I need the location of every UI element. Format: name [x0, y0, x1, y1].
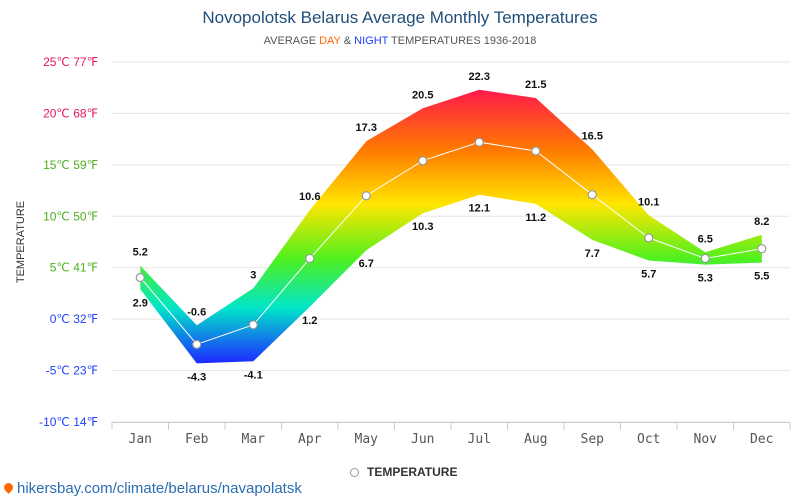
day-value-label: 3	[250, 269, 256, 281]
night-value-label: 5.5	[754, 271, 769, 283]
night-value-label: -4.3	[187, 371, 206, 383]
location-pin-icon	[2, 481, 15, 494]
subtitle-night: NIGHT	[354, 35, 389, 47]
night-value-label: 6.7	[359, 258, 374, 270]
day-value-label: 10.1	[638, 196, 659, 208]
day-value-label: 21.5	[525, 79, 546, 91]
x-tick-label: Apr	[298, 432, 322, 447]
chart-title: Novopolotsk Belarus Average Monthly Temp…	[202, 8, 598, 27]
day-value-label: 6.5	[698, 233, 713, 245]
y-tick-label: 5℃ 41℉	[50, 261, 98, 275]
temperature-point	[248, 320, 258, 330]
legend-label: TEMPERATURE	[367, 465, 458, 479]
day-value-label: 8.2	[754, 216, 769, 228]
y-tick-label: 25℃ 77℉	[43, 55, 98, 69]
x-tick-label: Nov	[694, 432, 718, 447]
subtitle-suffix: TEMPERATURES 1936-2018	[388, 35, 537, 47]
night-value-label: 12.1	[469, 203, 490, 215]
night-value-label: 10.3	[412, 221, 433, 233]
temperature-point	[361, 191, 371, 201]
source-link[interactable]: hikersbay.com/climate/belarus/navapolats…	[2, 480, 302, 497]
night-value-label: 5.7	[641, 269, 656, 281]
subtitle-day: DAY	[319, 35, 341, 47]
day-value-label: 20.5	[412, 89, 433, 101]
temperature-series-line	[139, 141, 762, 345]
temperature-point	[305, 253, 315, 264]
y-tick-label: 15℃ 59℉	[43, 158, 98, 172]
source-text: hikersbay.com/climate/belarus/navapolats…	[17, 480, 302, 497]
night-value-label: 7.7	[585, 248, 600, 260]
night-value-label: 11.2	[525, 212, 546, 224]
night-value-label: 5.3	[698, 273, 713, 285]
temperature-point	[474, 137, 484, 147]
temperature-point	[418, 156, 428, 166]
x-tick-label: May	[355, 432, 379, 447]
subtitle-amp: &	[340, 35, 355, 47]
y-tick-label: 0℃ 32℉	[50, 312, 98, 326]
day-value-label: 17.3	[356, 122, 377, 134]
x-tick-label: Sep	[581, 432, 605, 447]
y-axis-label: TEMPERATURE	[15, 201, 27, 283]
x-tick-label: Oct	[637, 432, 660, 447]
night-value-label: -4.1	[244, 369, 263, 381]
y-tick-label: 20℃ 68℉	[43, 106, 98, 120]
x-tick-label: Aug	[524, 432, 547, 447]
y-tick-label: 10℃ 50℉	[43, 209, 98, 223]
night-value-label: 2.9	[133, 297, 148, 309]
day-night-range-area	[140, 89, 762, 364]
x-tick-label: Jan	[129, 432, 152, 447]
temperature-point	[192, 339, 202, 349]
day-value-label: 10.6	[299, 191, 320, 203]
subtitle-prefix: AVERAGE	[263, 35, 320, 47]
y-tick-label: -5℃ 23℉	[46, 364, 98, 378]
legend-marker-icon	[350, 468, 359, 477]
night-value-label: 1.2	[302, 315, 317, 327]
chart-subtitle: AVERAGE DAY & NIGHT TEMPERATURES 1936-20…	[0, 35, 800, 47]
x-tick-label: Jun	[411, 432, 434, 447]
y-tick-label: -10℃ 14℉	[39, 415, 98, 429]
day-value-label: 16.5	[582, 130, 603, 142]
temperature-point	[644, 233, 654, 243]
day-value-label: 22.3	[469, 71, 490, 83]
chart-legend[interactable]: TEMPERATURE	[350, 465, 457, 479]
temperature-point	[757, 244, 767, 254]
day-value-label: 5.2	[133, 247, 148, 259]
temperature-point	[135, 272, 145, 283]
temperature-point	[531, 146, 541, 156]
temperature-point	[587, 190, 597, 200]
temperature-point	[700, 253, 710, 264]
x-tick-label: Mar	[242, 432, 266, 447]
x-tick-label: Feb	[185, 432, 209, 447]
x-tick-label: Jul	[468, 432, 491, 447]
day-value-label: -0.6	[187, 306, 206, 318]
x-tick-label: Dec	[750, 432, 773, 447]
